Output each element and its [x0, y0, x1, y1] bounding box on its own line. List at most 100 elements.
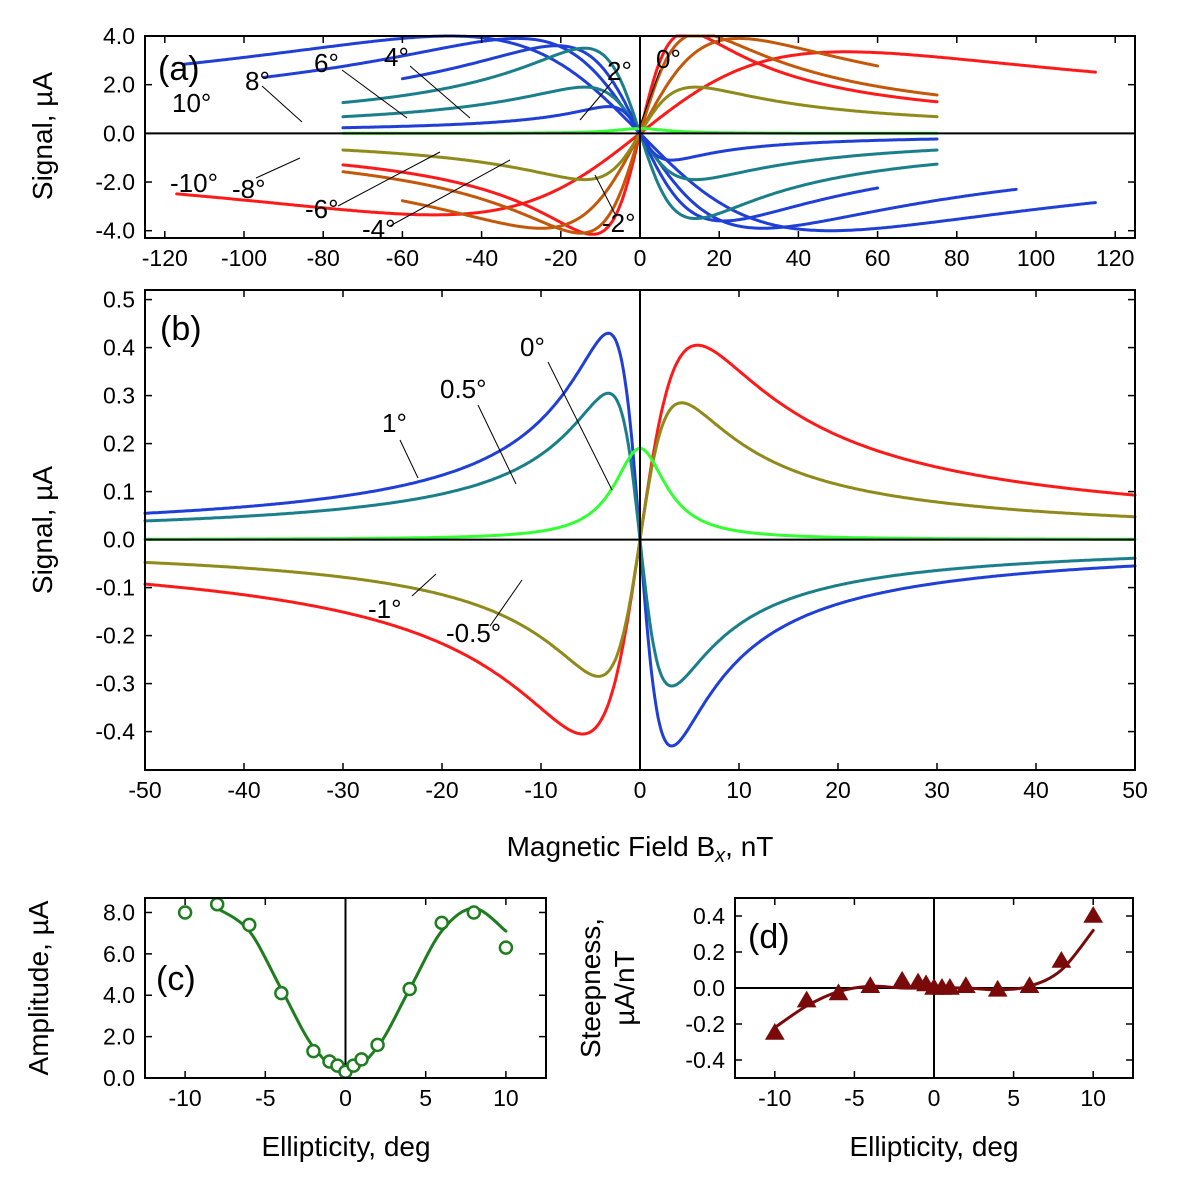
panel-b-x-tick-label: 30: [924, 777, 950, 803]
panel-c-point: [274, 985, 289, 1001]
panel-d-y-tick-label: -0.2: [685, 1011, 725, 1037]
panel-a-x-tick-label: 100: [1017, 245, 1055, 271]
panel-a-y-tick-label: 4.0: [103, 23, 135, 49]
panel-a-x-tick-label: 120: [1096, 245, 1134, 271]
x-axis-title-subscript: x: [714, 845, 726, 867]
panel-d-point: [940, 978, 960, 995]
panel-b-y-tick-label: 0.4: [103, 335, 135, 361]
panel-a-x-tick-label: 80: [944, 245, 970, 271]
panel-c-x-tick-label: 5: [419, 1085, 432, 1111]
panel-d-points: [764, 906, 1104, 1040]
panel-d-y-axis-title-line2: µA/nT: [609, 950, 640, 1025]
panel-c-x-tick-label: -5: [255, 1085, 275, 1111]
annotation-b-0: 0°: [520, 332, 545, 362]
panel-d-point: [892, 970, 913, 988]
panel-a-x-tick-label: -120: [142, 245, 188, 271]
annotation-a-0: 0°: [656, 44, 681, 74]
annotation-b-1: 1°: [382, 408, 407, 438]
panel-d-label: (d): [748, 918, 790, 956]
annotation-a-neg6: -6°: [305, 194, 339, 224]
leader-b-05: [477, 404, 517, 485]
panel-c-fit-curve: [215, 906, 508, 1074]
panel-a-y-tick-label: 2.0: [103, 72, 135, 98]
panel-b-y-tick-label: 0.3: [103, 383, 135, 409]
panel-c-x-tick-label: 10: [493, 1085, 519, 1111]
panel-c-y-tick-label: 0.0: [103, 1065, 135, 1091]
panel-b-x-tick-label: 20: [825, 777, 851, 803]
panel-a-y-axis-title: Signal, µA: [27, 72, 58, 201]
panel-c-points: [177, 896, 514, 1080]
panel-d-point: [987, 979, 1008, 997]
panel-b-x-axis-title: Magnetic Field Bx, nT: [507, 831, 774, 867]
panel-c-point: [354, 1052, 369, 1067]
panel-d-point: [860, 976, 881, 993]
panel-d-point: [764, 1023, 785, 1040]
panel-a-x-tick-label: -40: [465, 245, 498, 271]
panel-c-point: [370, 1037, 385, 1053]
panel-c-ticks: -10 -5 0 5 10 0.0 2.0 4.0 6.0 8.0: [103, 898, 546, 1111]
panel-b-x-tick-label: 0: [634, 777, 647, 803]
leader-a-neg2: [594, 174, 616, 215]
panel-a-x-tick-label: 0: [634, 245, 647, 271]
panel-b-x-tick-label: -40: [227, 777, 260, 803]
panel-b-y-tick-label: -0.1: [95, 575, 135, 601]
panel-a-y-tick-label: -2.0: [95, 169, 135, 195]
panel-d-y-tick-label: 0.2: [693, 939, 725, 965]
panel-c-y-tick-label: 2.0: [103, 1024, 135, 1050]
panel-b-x-tick-label: 10: [726, 777, 752, 803]
x-axis-title-suffix: , nT: [725, 831, 773, 862]
panel-b-x-tick-label: 40: [1023, 777, 1049, 803]
panel-c-x-axis-title: Ellipticity, deg: [261, 1131, 430, 1162]
panel-c-y-tick-label: 6.0: [103, 941, 135, 967]
leader-a-neg8: [255, 157, 301, 179]
panel-c-frame: [144, 897, 547, 1079]
panel-c-point: [466, 905, 482, 920]
annotation-a-8: 8°: [245, 66, 270, 96]
panel-b-y-tick-label: 0.0: [103, 527, 135, 553]
panel-c: -10 -5 0 5 10 0.0 2.0 4.0 6.0 8.0 (c) Amplitude, …: [23, 896, 547, 1162]
panel-b-y-tick-label: -0.2: [95, 623, 135, 649]
panel-a-x-tick-label: 20: [706, 245, 732, 271]
panel-a-annotations: 10° 8° 6° 4° 2° 0° -10° -8° -6° -4° -2°: [170, 42, 681, 244]
panel-a-x-tick-label: -100: [221, 245, 267, 271]
panel-d-y-tick-label: 0.4: [693, 903, 725, 929]
panel-c-x-tick-label: 0: [339, 1085, 352, 1111]
panel-c-point: [177, 905, 193, 920]
panel-c-point: [434, 915, 449, 931]
panel-d: -10 -5 0 5 10 -0.4 -0.2 0.0 0.2 0.4 (d) Steepness…: [575, 897, 1134, 1162]
panel-d-y-axis-title-line1: Steepness,: [575, 918, 606, 1058]
panel-d-x-tick-label: 10: [1080, 1085, 1106, 1111]
panel-a-x-tick-label: -20: [544, 245, 577, 271]
panel-c-point: [498, 940, 514, 955]
panel-a-x-tick-label: 40: [786, 245, 812, 271]
panel-c-y-tick-label: 4.0: [103, 982, 135, 1008]
panel-d-x-tick-label: 0: [928, 1085, 941, 1111]
panel-b-y-tick-label: -0.4: [95, 719, 135, 745]
panel-c-label: (c): [156, 960, 196, 998]
panel-d-ticks: -10 -5 0 5 10 -0.4 -0.2 0.0 0.2 0.4: [685, 898, 1133, 1111]
panel-a-ticks: -120 -100 -80 -60 -40 -20 0 20 40 60 80 100 120 -4.0 -…: [95, 23, 1135, 271]
panel-d-point: [828, 983, 849, 1001]
annotation-a-neg2: -2°: [602, 208, 636, 238]
panel-a: -120 -100 -80 -60 -40 -20 0 20 40 60 80 100 120 -4.0 -…: [27, 23, 1136, 271]
leader-a-4: [409, 65, 471, 119]
panel-a-y-tick-label: -4.0: [95, 218, 135, 244]
leader-a-0: [638, 69, 661, 129]
panel-b-x-tick-label: -50: [128, 777, 161, 803]
panel-b-y-tick-label: -0.3: [95, 671, 135, 697]
panel-c-point: [402, 981, 417, 997]
annotation-a-neg8: -8°: [232, 174, 266, 204]
panel-b-x-tick-label: -30: [326, 777, 359, 803]
panel-b-frame: [144, 289, 1136, 771]
panel-d-x-tick-label: -5: [844, 1085, 864, 1111]
panel-c-y-axis-title: Amplitude, µA: [23, 900, 54, 1075]
annotation-a-neg10: -10°: [170, 168, 218, 198]
leader-b-1: [399, 439, 419, 479]
panel-a-x-tick-label: -80: [307, 245, 340, 271]
panel-b-y-tick-label: 0.1: [103, 479, 135, 505]
leader-a-neg4: [389, 159, 511, 227]
panel-d-point: [955, 976, 976, 993]
panel-b-y-tick-label: 0.2: [103, 431, 135, 457]
panel-a-frame: [144, 35, 1136, 239]
